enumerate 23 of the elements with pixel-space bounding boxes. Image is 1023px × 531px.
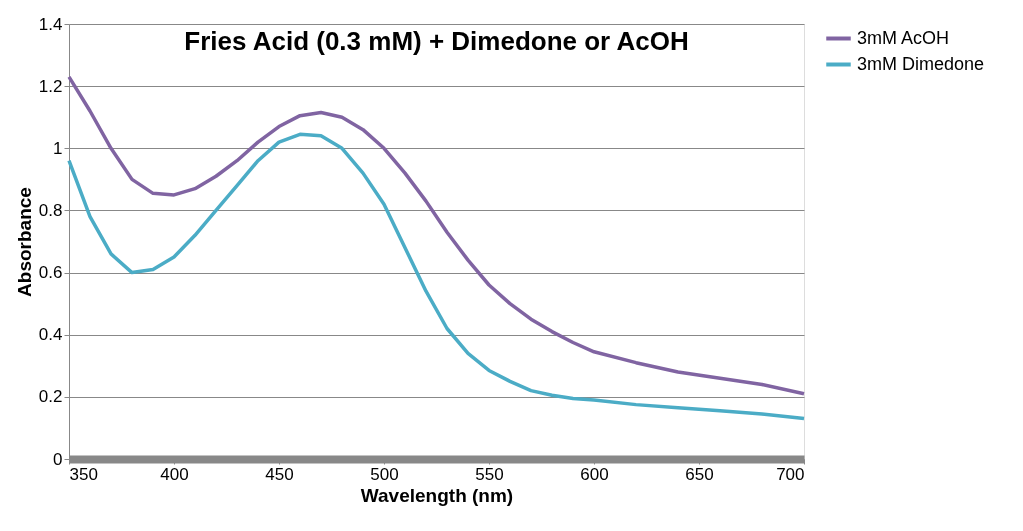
x-tick-label: 700 — [776, 464, 805, 484]
line-series — [67, 75, 806, 396]
y-tick-label: 0.4 — [38, 325, 63, 345]
legend-label: 3mM Dimedone — [857, 53, 985, 74]
x-tick-label: 450 — [265, 464, 294, 484]
x-tick-label: 650 — [685, 464, 714, 484]
x-axis-title: Wavelength (nm) — [360, 484, 514, 506]
y-tick-label: 1 — [53, 138, 63, 158]
x-tick-label: 350 — [69, 464, 98, 484]
y-tick-label: 1.4 — [38, 14, 63, 34]
chart-title: Fries Acid (0.3 mM) + Dimedone or AcOH — [184, 26, 689, 56]
x-tick-label: 500 — [370, 464, 399, 484]
legend-label: 3mM AcOH — [857, 27, 950, 48]
y-tick-label: 0.8 — [38, 200, 63, 220]
y-axis-title: Absorbance — [13, 187, 35, 297]
y-tick-label: 0.6 — [38, 263, 63, 283]
x-tick-label: 400 — [160, 464, 189, 484]
x-tick-label: 600 — [580, 464, 609, 484]
y-tick-label: 1.2 — [38, 76, 63, 96]
line-series — [67, 132, 806, 421]
x-tick-label: 550 — [475, 464, 504, 484]
y-tick-label: 0.2 — [38, 387, 63, 407]
y-tick-label: 0 — [53, 449, 63, 469]
